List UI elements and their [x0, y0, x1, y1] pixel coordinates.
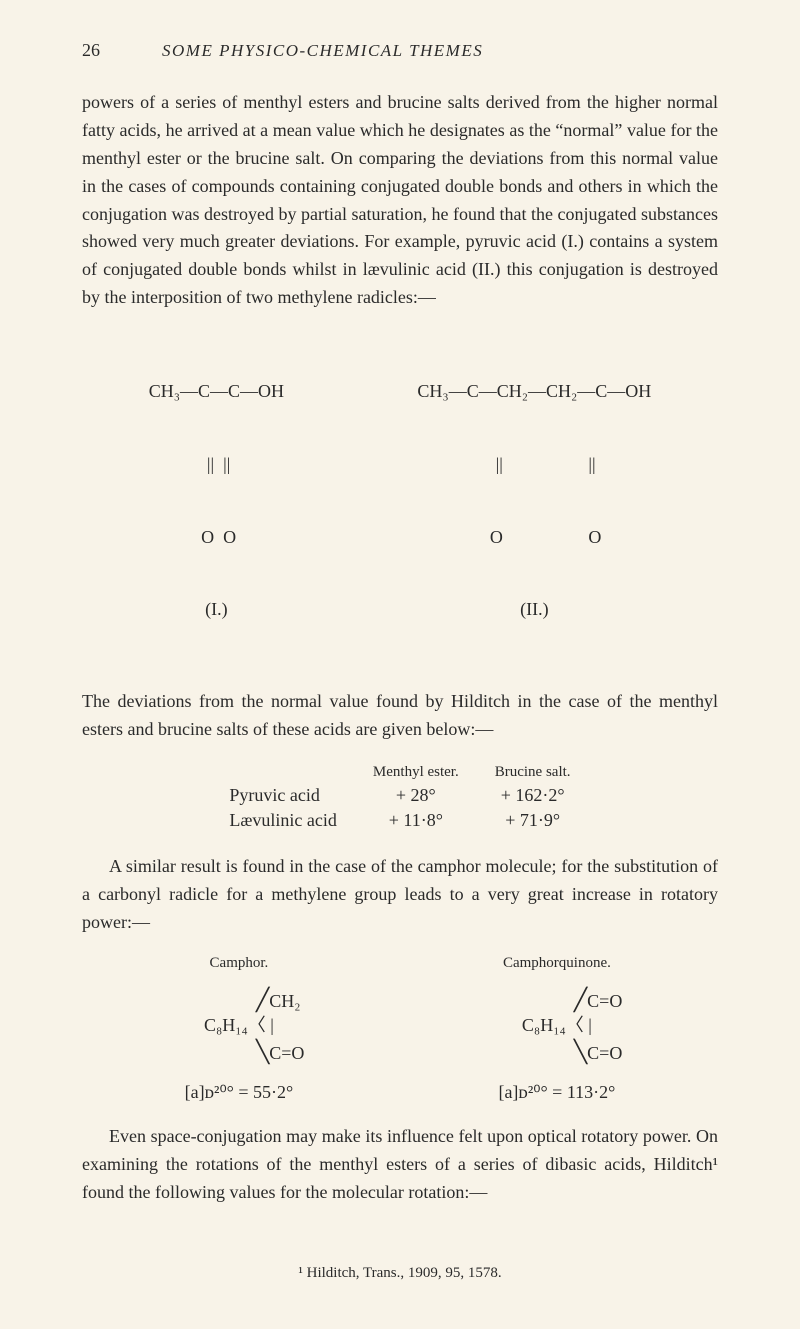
paragraph-1: powers of a series of menthyl esters and… — [82, 89, 718, 312]
paragraph-2: The deviations from the normal value fou… — [82, 688, 718, 744]
footnote: ¹ Hilditch, Trans., 1909, 95, 1578. — [82, 1265, 718, 1282]
chem2-line2: || || — [417, 452, 651, 476]
chem1-label: (I.) — [149, 597, 284, 621]
page-number: 26 — [82, 40, 100, 61]
camphor-rotation: [a]ᴅ²⁰° = 55·2° — [185, 1082, 294, 1103]
paragraph-3: A similar result is found in the case of… — [82, 853, 718, 937]
camphorquinone-rotation: [a]ᴅ²⁰° = 113·2° — [498, 1082, 615, 1103]
camphor-comparison-row: Camphor. ╱CH₂ C₈H₁₄〈 | ╲C=O [a]ᴅ²⁰° = 55… — [82, 955, 718, 1104]
cq-lower: C=O — [587, 1043, 622, 1063]
chem1-line1: CH₃—C—C—OH — [149, 379, 284, 403]
row-pyruvic-label: Pyruvic acid — [211, 783, 354, 808]
deviations-table: Menthyl ester. Brucine salt. Pyruvic aci… — [211, 762, 588, 833]
camphor-lower: C=O — [269, 1043, 304, 1063]
th-empty — [211, 762, 354, 783]
camphor-base: C₈H₁₄ — [204, 1015, 248, 1035]
camphor-upper: CH₂ — [269, 991, 300, 1011]
chem2-label: (II.) — [417, 597, 651, 621]
th-menthyl: Menthyl ester. — [355, 762, 477, 783]
paragraph-4: Even space-conjugation may make its infl… — [82, 1123, 718, 1207]
row-pyruvic-menthyl: + 28° — [355, 783, 477, 808]
structure-pyruvic: CH₃—C—C—OH || || O O (I.) — [149, 330, 284, 670]
chem1-line2: || || — [149, 452, 284, 476]
structure-laevulinic: CH₃—C—CH₂—CH₂—C—OH || || O O (II.) — [417, 330, 651, 670]
camphorquinone-column: Camphorquinone. ╱C=O C₈H₁₄〈 | ╲C=O [a]ᴅ²… — [498, 955, 615, 1104]
chem1-line3: O O — [149, 525, 284, 549]
row-laevulinic-label: Lævulinic acid — [211, 808, 354, 833]
chem2-line1: CH₃—C—CH₂—CH₂—C—OH — [417, 379, 651, 403]
camphorquinone-title: Camphorquinone. — [498, 955, 615, 972]
chem2-line3: O O — [417, 525, 651, 549]
cq-base: C₈H₁₄ — [522, 1015, 566, 1035]
camphor-column: Camphor. ╱CH₂ C₈H₁₄〈 | ╲C=O [a]ᴅ²⁰° = 55… — [185, 955, 294, 1104]
camphor-title: Camphor. — [185, 955, 294, 972]
chemical-structures-row: CH₃—C—C—OH || || O O (I.) CH₃—C—CH₂—CH₂—… — [82, 330, 718, 670]
row-pyruvic-brucine: + 162·2° — [477, 783, 589, 808]
th-brucine: Brucine salt. — [477, 762, 589, 783]
running-title: SOME PHYSICO-CHEMICAL THEMES — [162, 41, 483, 61]
row-laevulinic-brucine: + 71·9° — [477, 808, 589, 833]
camphorquinone-structure: ╱C=O C₈H₁₄〈 | ╲C=O — [522, 986, 592, 1067]
cq-upper: C=O — [587, 991, 622, 1011]
row-laevulinic-menthyl: + 11·8° — [355, 808, 477, 833]
camphor-structure: ╱CH₂ C₈H₁₄〈 | ╲C=O — [204, 986, 274, 1067]
